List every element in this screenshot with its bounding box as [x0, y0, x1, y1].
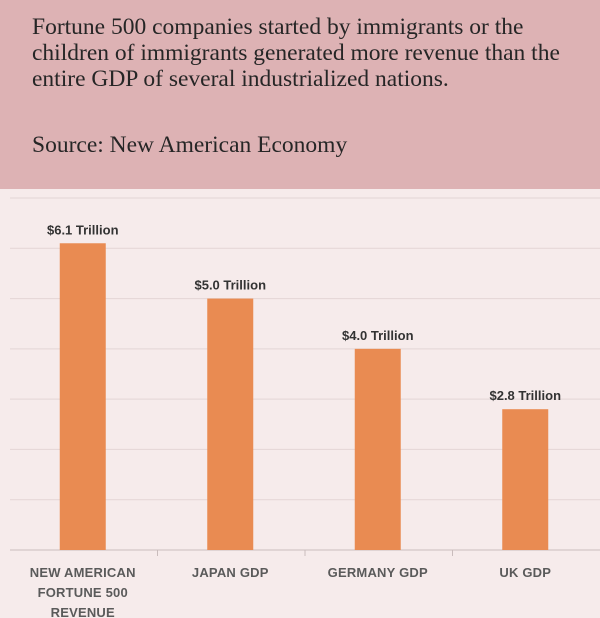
bar	[354, 348, 401, 550]
bar-chart: $6.1 Trillion NEW AMERICAN FORTUNE 500 REVE…	[0, 189, 600, 618]
data-label: $5.0 Trillion	[194, 278, 266, 293]
data-label: $4.0 Trillion	[342, 328, 414, 343]
bar	[59, 243, 106, 550]
category-label: NEW AMERICAN FORTUNE 500 REVENUE	[30, 565, 136, 618]
data-label: $6.1 Trillion	[47, 222, 119, 237]
bar	[502, 409, 549, 550]
category-label: UK GDP	[499, 565, 551, 580]
chart-description: Fortune 500 companies started by immigra…	[32, 14, 560, 92]
category-label: JAPAN GDP	[192, 565, 269, 580]
data-label: $2.8 Trillion	[489, 388, 561, 403]
source-note: Source: New American Economy	[32, 132, 348, 158]
category-label: GERMANY GDP	[328, 565, 428, 580]
header-banner: Fortune 500 companies started by immigra…	[0, 0, 600, 189]
bar	[207, 298, 254, 550]
chart-svg: $6.1 Trillion NEW AMERICAN FORTUNE 500 REVE…	[10, 197, 600, 618]
